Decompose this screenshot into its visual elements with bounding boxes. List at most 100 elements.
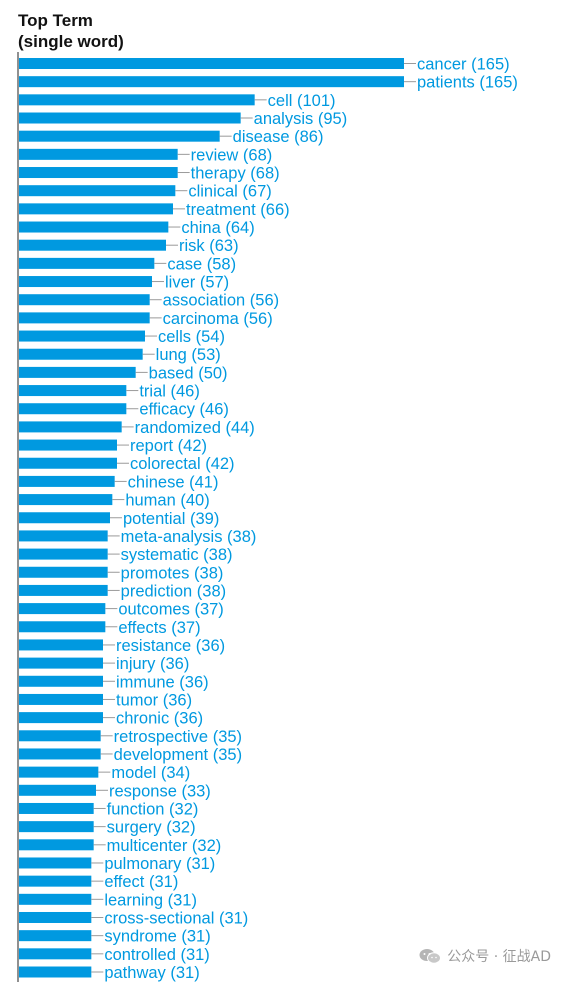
bar-row-human: human (40) <box>19 492 210 510</box>
bar-row-response: response (33) <box>19 782 211 800</box>
bar <box>19 76 404 88</box>
bar-label: surgery (32) <box>107 819 196 837</box>
bar-label: effects (37) <box>118 619 200 637</box>
bar-row-outcomes: outcomes (37) <box>19 601 224 619</box>
bar-row-meta-analysis: meta-analysis (38) <box>19 528 256 546</box>
bar-label: development (35) <box>114 746 242 764</box>
bar-row-based: based (50) <box>19 364 228 382</box>
bar-label: immune (36) <box>116 673 209 691</box>
bar-row-association: association (56) <box>19 292 279 310</box>
bar-row-clinical: clinical (67) <box>19 183 272 201</box>
bar-label: injury (36) <box>116 655 189 673</box>
bar-row-tumor: tumor (36) <box>19 691 192 709</box>
bar <box>19 185 176 197</box>
bar <box>19 530 108 542</box>
bar <box>19 294 150 306</box>
bar-row-analysis: analysis (95) <box>19 110 347 128</box>
bar-label: lung (53) <box>156 346 221 364</box>
bar-row-cross-sectional: cross-sectional (31) <box>19 909 248 927</box>
bar-row-chronic: chronic (36) <box>19 710 203 728</box>
bar-row-carcinoma: carcinoma (56) <box>19 310 273 328</box>
bar-label: trial (46) <box>139 383 200 401</box>
bar-label: clinical (67) <box>188 183 271 201</box>
bar-row-prediction: prediction (38) <box>19 582 226 600</box>
bar <box>19 512 110 524</box>
bar-row-randomized: randomized (44) <box>19 419 255 437</box>
bar-row-model: model (34) <box>19 764 190 782</box>
bar <box>19 167 178 179</box>
bar-label: learning (31) <box>104 891 197 909</box>
bar-row-immune: immune (36) <box>19 673 209 691</box>
bar-label: analysis (95) <box>254 110 348 128</box>
bar <box>19 257 155 269</box>
bar <box>19 693 103 705</box>
bar <box>19 657 103 669</box>
bar <box>19 348 143 360</box>
bar <box>19 239 166 251</box>
bar-row-systematic: systematic (38) <box>19 546 233 564</box>
chart-title-line1: Top Term <box>18 11 93 30</box>
bar <box>19 911 92 923</box>
bar-label: pulmonary (31) <box>104 855 215 873</box>
bar-label: potential (39) <box>123 510 219 528</box>
bar-label: cross-sectional (31) <box>104 909 248 927</box>
watermark: 公众号 · 征战AD <box>419 944 551 968</box>
bar <box>19 893 92 905</box>
bar <box>19 566 108 578</box>
bar-row-colorectal: colorectal (42) <box>19 455 235 473</box>
bar-label: risk (63) <box>179 237 239 255</box>
bar-label: liver (57) <box>165 274 229 292</box>
bar-label: chronic (36) <box>116 710 203 728</box>
bar <box>19 112 241 124</box>
bar <box>19 94 255 106</box>
bar <box>19 457 117 469</box>
bar <box>19 421 122 433</box>
bar-label: outcomes (37) <box>118 601 223 619</box>
bar-row-lung: lung (53) <box>19 346 221 364</box>
bar-row-controlled: controlled (31) <box>19 946 210 964</box>
bar-row-injury: injury (36) <box>19 655 189 673</box>
bar-label: report (42) <box>130 437 207 455</box>
bar-label: tumor (36) <box>116 691 192 709</box>
bar <box>19 821 94 833</box>
bar <box>19 276 152 288</box>
bar-label: therapy (68) <box>191 165 280 183</box>
bar-label: efficacy (46) <box>139 401 229 419</box>
bar-row-case: case (58) <box>19 255 236 273</box>
bar <box>19 966 92 978</box>
bar-row-pathway: pathway (31) <box>19 964 200 982</box>
bar-row-pulmonary: pulmonary (31) <box>19 855 215 873</box>
bar-label: cell (101) <box>268 92 336 110</box>
bar-row-chinese: chinese (41) <box>19 473 218 491</box>
bar <box>19 948 92 960</box>
bar <box>19 621 106 633</box>
bar-label: function (32) <box>107 800 199 818</box>
bar <box>19 875 92 887</box>
bar <box>19 203 173 215</box>
bar <box>19 439 117 451</box>
bar-label: treatment (66) <box>186 201 290 219</box>
bar-label: controlled (31) <box>104 946 209 964</box>
bar-row-patients: patients (165) <box>19 74 518 92</box>
bar-label: colorectal (42) <box>130 455 235 473</box>
bar <box>19 148 178 160</box>
bar <box>19 730 101 742</box>
bar-row-effects: effects (37) <box>19 619 201 637</box>
bar-label: carcinoma (56) <box>163 310 273 328</box>
bar-row-review: review (68) <box>19 146 272 164</box>
bar-row-efficacy: efficacy (46) <box>19 401 229 419</box>
bar-label: disease (86) <box>233 128 324 146</box>
bar-label: prediction (38) <box>121 582 226 600</box>
bar <box>19 475 115 487</box>
bar-row-promotes: promotes (38) <box>19 564 223 582</box>
bar-row-risk: risk (63) <box>19 237 239 255</box>
bar-row-retrospective: retrospective (35) <box>19 728 242 746</box>
bar <box>19 930 92 942</box>
bar-row-potential: potential (39) <box>19 510 219 528</box>
bar-label: case (58) <box>167 255 236 273</box>
bar <box>19 548 108 560</box>
bar <box>19 857 92 869</box>
bar <box>19 766 99 778</box>
bar <box>19 784 96 796</box>
bar-label: patients (165) <box>417 74 518 92</box>
